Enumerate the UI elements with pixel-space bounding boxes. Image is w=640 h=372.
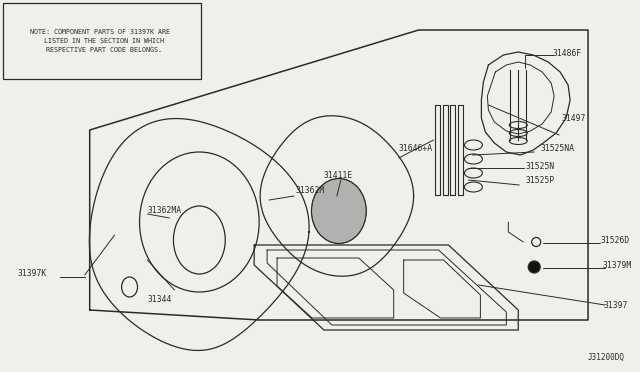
- Text: J31200DQ: J31200DQ: [588, 353, 625, 362]
- Text: 31397K: 31397K: [18, 269, 47, 278]
- Text: 31344: 31344: [147, 295, 172, 305]
- Text: 31497: 31497: [561, 113, 586, 122]
- Text: 31397: 31397: [604, 301, 628, 310]
- Text: 31525NA: 31525NA: [540, 144, 574, 153]
- Text: 31525N: 31525N: [525, 161, 554, 170]
- Text: 31486F: 31486F: [552, 48, 581, 58]
- Text: 31411E: 31411E: [324, 170, 353, 180]
- Text: NOTE: COMPONENT PARTS OF 31397K ARE
  LISTED IN THE SECTION IN WHICH
  RESPECTIV: NOTE: COMPONENT PARTS OF 31397K ARE LIST…: [29, 29, 170, 53]
- Text: 31525P: 31525P: [525, 176, 554, 185]
- FancyBboxPatch shape: [3, 3, 202, 79]
- Text: 31379M: 31379M: [603, 260, 632, 269]
- Text: 31362MA: 31362MA: [147, 205, 182, 215]
- Text: 31526D: 31526D: [601, 235, 630, 244]
- Ellipse shape: [312, 179, 366, 244]
- Text: 31646+A: 31646+A: [399, 144, 433, 153]
- Ellipse shape: [528, 261, 540, 273]
- Text: 31362M: 31362M: [295, 186, 324, 195]
